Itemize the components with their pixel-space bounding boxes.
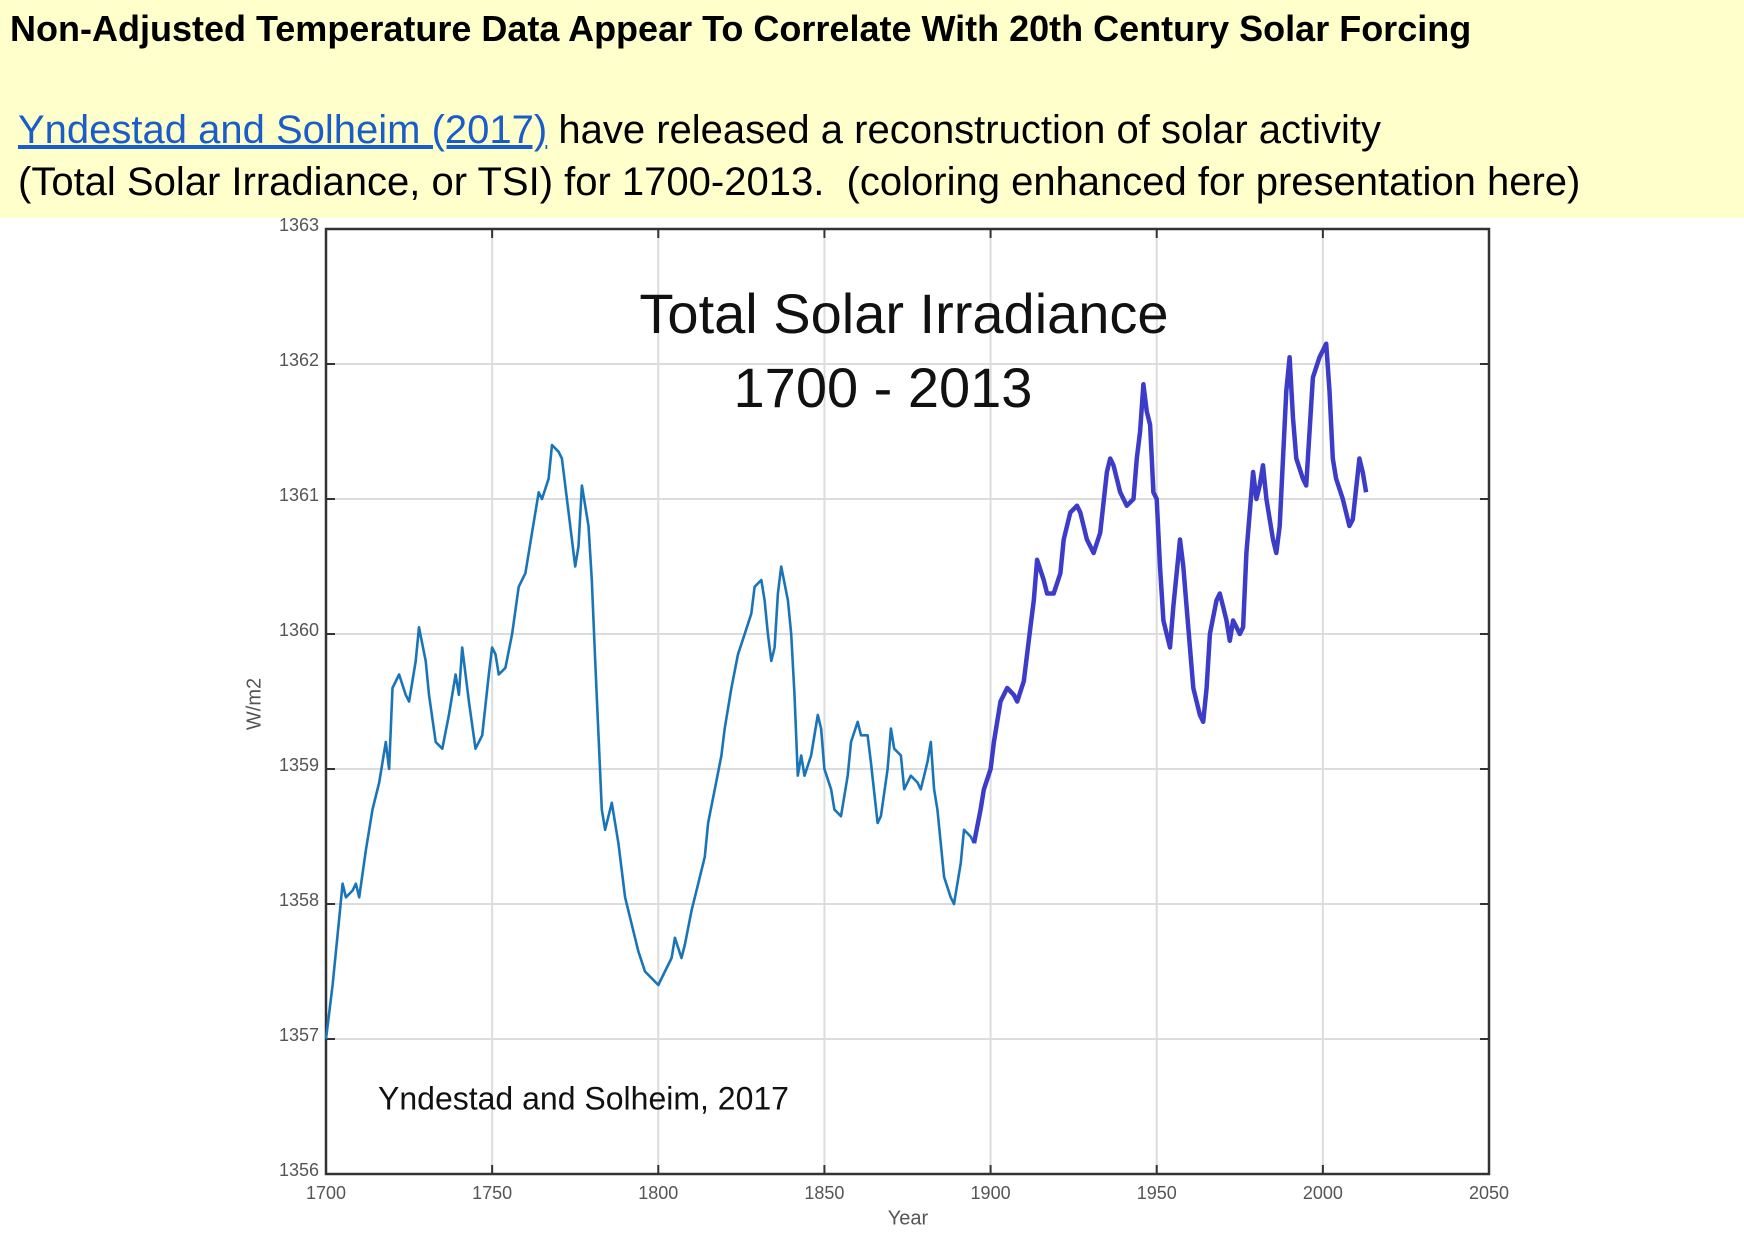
intro-line: (Total Solar Irradiance, or TSI) for 170…	[18, 160, 1581, 204]
chart-title: Total Solar Irradiance	[639, 282, 1168, 345]
x-tick-label: 1700	[306, 1183, 346, 1203]
plot-frame	[324, 227, 1491, 1176]
y-tick-label: 1360	[279, 620, 319, 640]
y-tick-label: 1359	[279, 755, 319, 775]
x-tick-label: 2000	[1303, 1183, 1343, 1203]
y-tick-label: 1356	[279, 1160, 319, 1180]
x-tick-label: 1900	[971, 1183, 1011, 1203]
x-tick-label: 1750	[472, 1183, 512, 1203]
y-tick-label: 1362	[279, 350, 319, 370]
data-line	[324, 443, 976, 1040]
header: Non-Adjusted Temperature Data Appear To …	[0, 0, 1744, 218]
y-axis-label: W/m2	[243, 678, 265, 730]
data-line	[971, 341, 1369, 844]
x-axis-label: Year	[888, 1207, 929, 1229]
y-tick-label: 1358	[279, 890, 319, 910]
y-tick-label: 1361	[279, 485, 319, 505]
x-tick-label: 2050	[1469, 1183, 1509, 1203]
annotation: Yndestad and Solheim, 2017	[378, 1080, 789, 1116]
y-tick-label: 1357	[279, 1025, 319, 1045]
x-tick-label: 1800	[638, 1183, 678, 1203]
source-link[interactable]: Yndestad and Solheim (2017)	[18, 108, 548, 152]
chart-subtitle: 1700 - 2013	[734, 356, 1033, 419]
intro-line: Yndestad and Solheim (2017) have release…	[18, 108, 1381, 153]
y-tick-label: 1363	[279, 215, 319, 235]
intro-text: have released a reconstruction of solar …	[547, 108, 1381, 152]
x-tick-label: 1950	[1137, 1183, 1177, 1203]
plot-area	[326, 229, 1489, 1174]
headline: Non-Adjusted Temperature Data Appear To …	[10, 8, 1472, 49]
x-tick-label: 1850	[804, 1183, 844, 1203]
